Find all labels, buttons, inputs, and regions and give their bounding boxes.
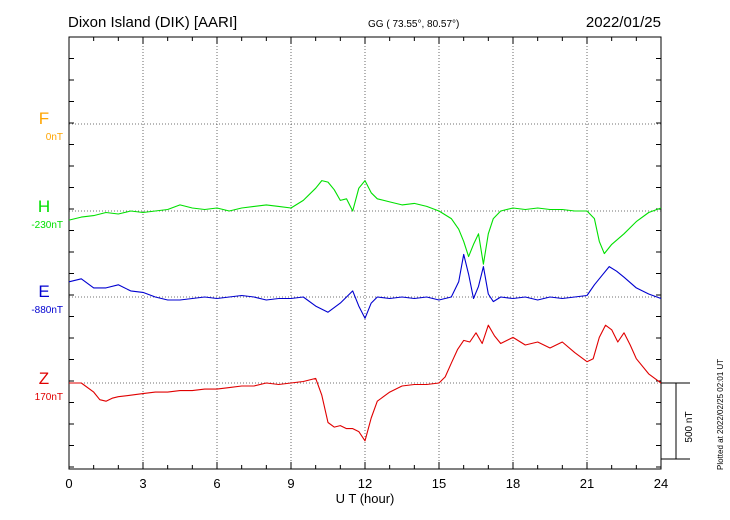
series-baseline-e: -880nT (31, 305, 63, 316)
scale-bar: 500 nT (661, 382, 695, 460)
series-line-z (69, 324, 662, 442)
series-baseline-h: -230nT (31, 220, 63, 231)
x-tick-label: 18 (506, 476, 520, 491)
series-h: H -230nT (31, 180, 662, 265)
x-tick-label: 3 (139, 476, 146, 491)
x-tick-label: 24 (654, 476, 668, 491)
x-tick-label: 6 (213, 476, 220, 491)
x-tick-label: 0 (65, 476, 72, 491)
series-z: Z 170nT (35, 324, 662, 442)
series-label-e: E (38, 282, 49, 301)
x-axis-label: U T (hour) (336, 491, 395, 506)
series-line-e (68, 253, 662, 319)
series-e: E -880nT (31, 253, 662, 319)
series-baseline-f: 0nT (46, 132, 63, 143)
series-label-z: Z (39, 369, 49, 388)
plotted-timestamp: Plotted at 2022/02/25 02:01 UT (716, 359, 725, 470)
axis-ticks (68, 36, 662, 469)
series-line-h (68, 180, 662, 265)
station-title: Dixon Island (DIK) [AARI] (68, 14, 237, 31)
coordinates-label: GG ( 73.55°, 80.57°) (368, 19, 459, 30)
date-label: 2022/01/25 (586, 14, 661, 31)
series-label-h: H (38, 197, 50, 216)
series-baseline-z: 170nT (35, 392, 63, 403)
series-f: F 0nT (39, 109, 63, 143)
x-tick-label: 15 (432, 476, 446, 491)
series-label-f: F (39, 109, 49, 128)
grid (69, 37, 661, 469)
x-tick-label: 21 (580, 476, 594, 491)
x-tick-label: 12 (358, 476, 372, 491)
scale-bar-label: 500 nT (684, 411, 695, 442)
x-tick-label: 9 (287, 476, 294, 491)
